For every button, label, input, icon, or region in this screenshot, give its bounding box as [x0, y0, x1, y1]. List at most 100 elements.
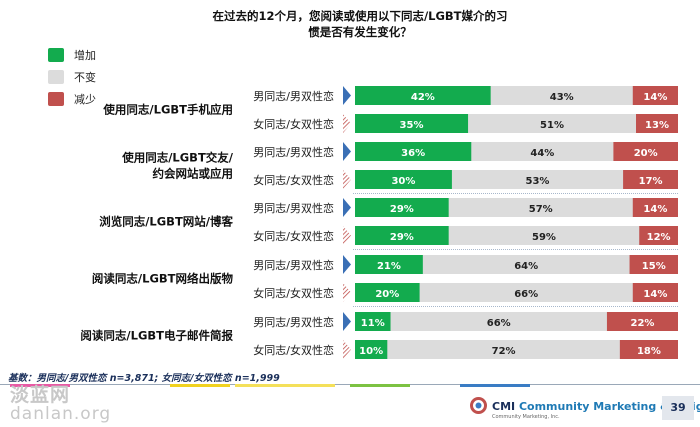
bar-value-unchanged: 53%: [526, 176, 550, 187]
bar-value-increase: 11%: [361, 318, 385, 329]
bar-track: [355, 283, 678, 302]
male-marker-icon: [343, 86, 351, 105]
category-label: 使用同志/LGBT手机应用: [102, 103, 233, 117]
footer-strip-lightyellow: [235, 384, 335, 387]
bar-segment-decrease: [629, 255, 678, 274]
male-marker-icon: [343, 312, 351, 331]
bar-segment-decrease: [623, 170, 678, 189]
bar-segment-increase: [355, 142, 472, 161]
female-marker-icon: [343, 170, 351, 189]
male-marker-icon: [343, 198, 351, 217]
legend-swatch-unchanged: [48, 70, 64, 84]
bar-segment-decrease: [632, 86, 678, 105]
watermark: 淡蓝网 danlan.org: [10, 386, 111, 424]
category-label: 使用同志/LGBT交友/: [121, 151, 234, 165]
bar-segment-decrease: [639, 226, 678, 245]
bar-segment-decrease: [613, 142, 678, 161]
bar-segment-decrease: [606, 312, 678, 331]
bar-track: [355, 340, 678, 359]
bar-value-decrease: 14%: [643, 92, 667, 103]
bar-segment-decrease: [632, 283, 678, 302]
series-label-female: 女同志/女双性恋: [253, 343, 334, 357]
series-label-female: 女同志/女双性恋: [253, 229, 334, 243]
bar-segment-increase: [355, 226, 449, 245]
chart-title: 在过去的12个月，您阅读或使用以下同志/LGBT媒介的习 惯是否有发生变化？: [150, 8, 570, 40]
male-marker-icon: [343, 255, 351, 274]
bar-value-unchanged: 43%: [550, 92, 574, 103]
chart-title-line-2: 惯是否有发生变化？: [308, 25, 412, 39]
footer-strip-pink: [10, 384, 70, 387]
series-label-female: 女同志/女双性恋: [253, 117, 334, 131]
bar-track: [355, 312, 678, 331]
female-marker-icon: [343, 283, 351, 302]
series-label-female: 女同志/女双性恋: [253, 173, 334, 187]
bar-value-increase: 42%: [411, 92, 435, 103]
bar-value-decrease: 18%: [637, 346, 661, 357]
bar-segment-increase: [355, 255, 423, 274]
bar-value-decrease: 14%: [643, 289, 667, 300]
series-label-male: 男同志/男双性恋: [253, 89, 334, 103]
bar-value-increase: 29%: [390, 204, 414, 215]
cmi-logo-icon: [470, 397, 487, 414]
bar-value-increase: 36%: [401, 148, 425, 159]
group-divider: [353, 306, 678, 307]
bar-value-unchanged: 64%: [514, 261, 538, 272]
cmi-brand-name: Community Marketing & Insights: [518, 400, 700, 413]
bar-value-decrease: 17%: [639, 176, 663, 187]
legend-label-increase: 增加: [74, 49, 96, 62]
bar-value-increase: 20%: [375, 289, 399, 300]
page-number: 39: [670, 401, 686, 414]
bar-value-unchanged: 66%: [487, 318, 511, 329]
bar-value-decrease: 13%: [645, 120, 669, 131]
bar-value-increase: 29%: [390, 232, 414, 243]
watermark-line-1: 淡蓝网: [10, 384, 71, 406]
bar-segment-decrease: [619, 340, 678, 359]
base-note: 基数：男同志/男双性恋 n=3,871; 女同志/女双性恋 n=1,999: [8, 373, 280, 384]
series-label-male: 男同志/男双性恋: [253, 201, 334, 215]
bar-value-decrease: 22%: [631, 318, 655, 329]
female-marker-icon: [343, 114, 351, 133]
bar-value-unchanged: 51%: [540, 120, 564, 131]
group-divider: [353, 193, 678, 194]
legend-label-decrease: 减少: [74, 93, 96, 106]
legend-swatch-increase: [48, 48, 64, 62]
bar-value-unchanged: 72%: [492, 346, 516, 357]
bar-segment-decrease: [636, 114, 678, 133]
bar-value-decrease: 14%: [643, 204, 667, 215]
bar-segment-increase: [355, 114, 469, 133]
bar-value-unchanged: 57%: [529, 204, 553, 215]
category-label: 浏览同志/LGBT网站/博客: [99, 215, 233, 229]
bar-value-unchanged: 66%: [514, 289, 538, 300]
female-marker-icon: [343, 226, 351, 245]
category-label: 约会网站或应用: [153, 167, 234, 181]
bar-segment-decrease: [632, 198, 678, 217]
cmi-brand: CMI Community Marketing & Insights: [492, 400, 700, 413]
cmi-brand-abbr: CMI: [492, 400, 516, 413]
chart-title-line-1: 在过去的12个月，您阅读或使用以下同志/LGBT媒介的习: [212, 9, 508, 23]
bar-value-decrease: 12%: [647, 232, 671, 243]
bar-value-increase: 10%: [359, 346, 383, 357]
bar-value-increase: 21%: [377, 261, 401, 272]
footer-strip-yellow: [170, 384, 230, 387]
bar-segment-increase: [355, 340, 388, 359]
legend-swatch-decrease: [48, 92, 64, 106]
group-divider: [353, 249, 678, 250]
bar-segment-increase: [355, 198, 449, 217]
bar-value-decrease: 20%: [634, 148, 658, 159]
bar-value-unchanged: 59%: [532, 232, 556, 243]
bar-value-increase: 30%: [391, 176, 415, 187]
legend-label-unchanged: 不变: [74, 71, 96, 84]
series-label-male: 男同志/男双性恋: [253, 258, 334, 272]
male-marker-icon: [343, 142, 351, 161]
series-label-female: 女同志/女双性恋: [253, 286, 334, 300]
category-label: 阅读同志/LGBT网络出版物: [92, 272, 234, 286]
footer-strip-green: [350, 384, 410, 387]
series-label-male: 男同志/男双性恋: [253, 315, 334, 329]
female-marker-icon: [343, 340, 351, 359]
watermark-line-2: danlan.org: [10, 404, 112, 424]
bar-segment-increase: [355, 86, 491, 105]
bar-track: [355, 255, 678, 274]
bar-segment-increase: [355, 170, 452, 189]
series-label-male: 男同志/男双性恋: [253, 145, 334, 159]
